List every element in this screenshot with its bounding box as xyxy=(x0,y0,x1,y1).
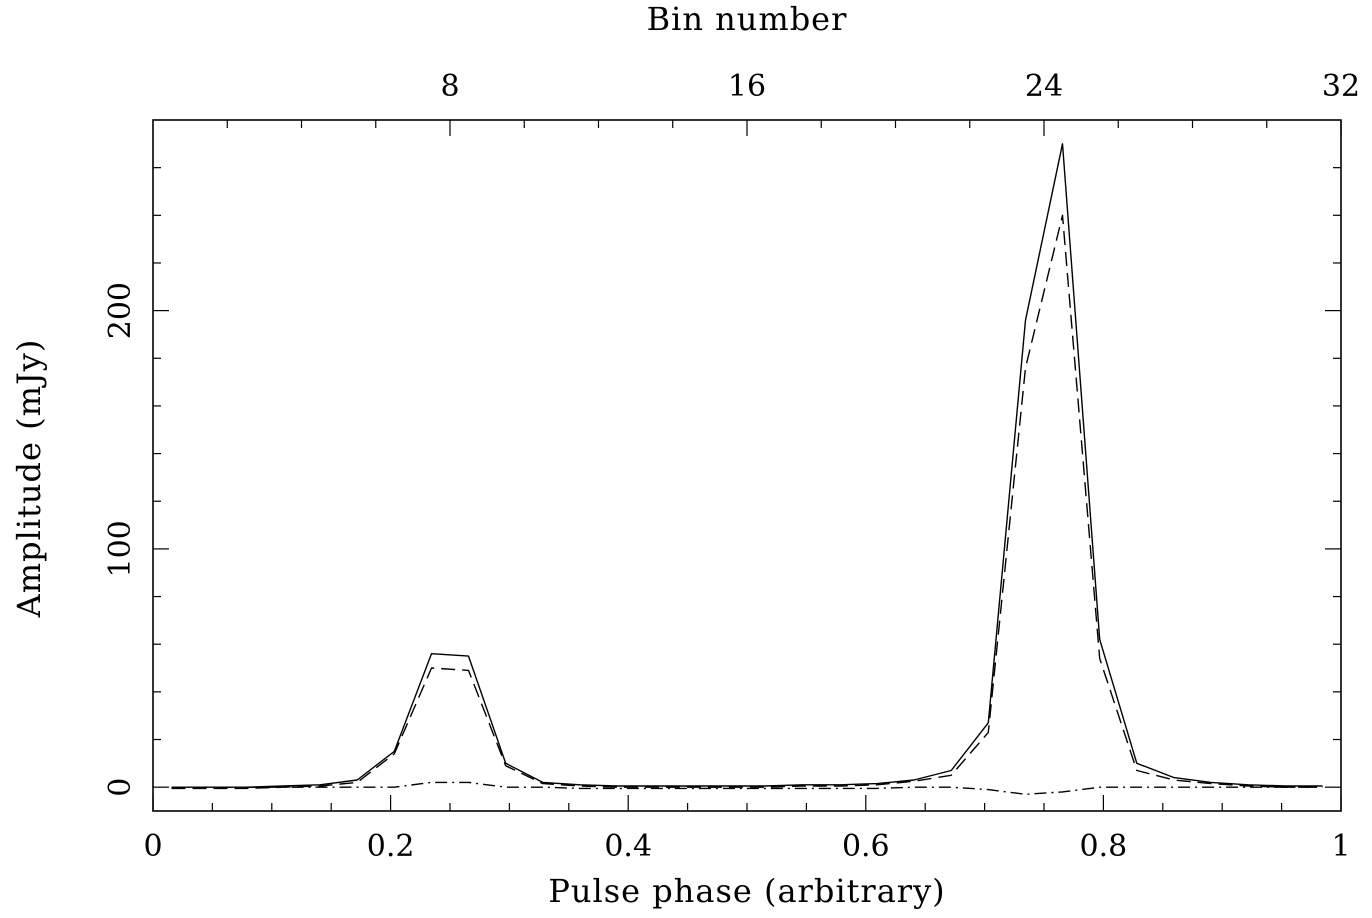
x-tick-label: 1 xyxy=(1331,829,1350,864)
y-tick-label: 100 xyxy=(103,520,138,577)
x-tick-label: 0.6 xyxy=(842,829,890,864)
tick-labels: 0 0.2 0.4 0.6 0.8 1 8 16 24 32 0 100 200 xyxy=(103,69,1360,864)
top-x-axis-label: Bin number xyxy=(647,0,848,38)
x-tick-label: 0.8 xyxy=(1080,829,1128,864)
top-tick-label: 32 xyxy=(1322,69,1360,104)
x-tick-label: 0 xyxy=(143,829,162,864)
series-line-solid xyxy=(171,143,1323,788)
top-tick-label: 16 xyxy=(728,69,766,104)
top-tick-label: 24 xyxy=(1025,69,1063,104)
series-line-dashdot xyxy=(171,781,1323,795)
x-tick-label: 0.2 xyxy=(367,829,415,864)
y-tick-label: 0 xyxy=(103,778,138,797)
x-tick-label: 0.4 xyxy=(604,829,652,864)
series-layer xyxy=(171,143,1323,795)
plot-frame xyxy=(152,119,1342,812)
x-axis-label: Pulse phase (arbitrary) xyxy=(548,872,945,910)
y-axis-label: Amplitude (mJy) xyxy=(10,339,48,619)
minor-ticks xyxy=(153,120,1341,811)
top-tick-label: 8 xyxy=(440,69,459,104)
series-line-dashed xyxy=(171,214,1323,790)
y-tick-label: 200 xyxy=(103,282,138,339)
major-ticks xyxy=(152,120,1342,811)
